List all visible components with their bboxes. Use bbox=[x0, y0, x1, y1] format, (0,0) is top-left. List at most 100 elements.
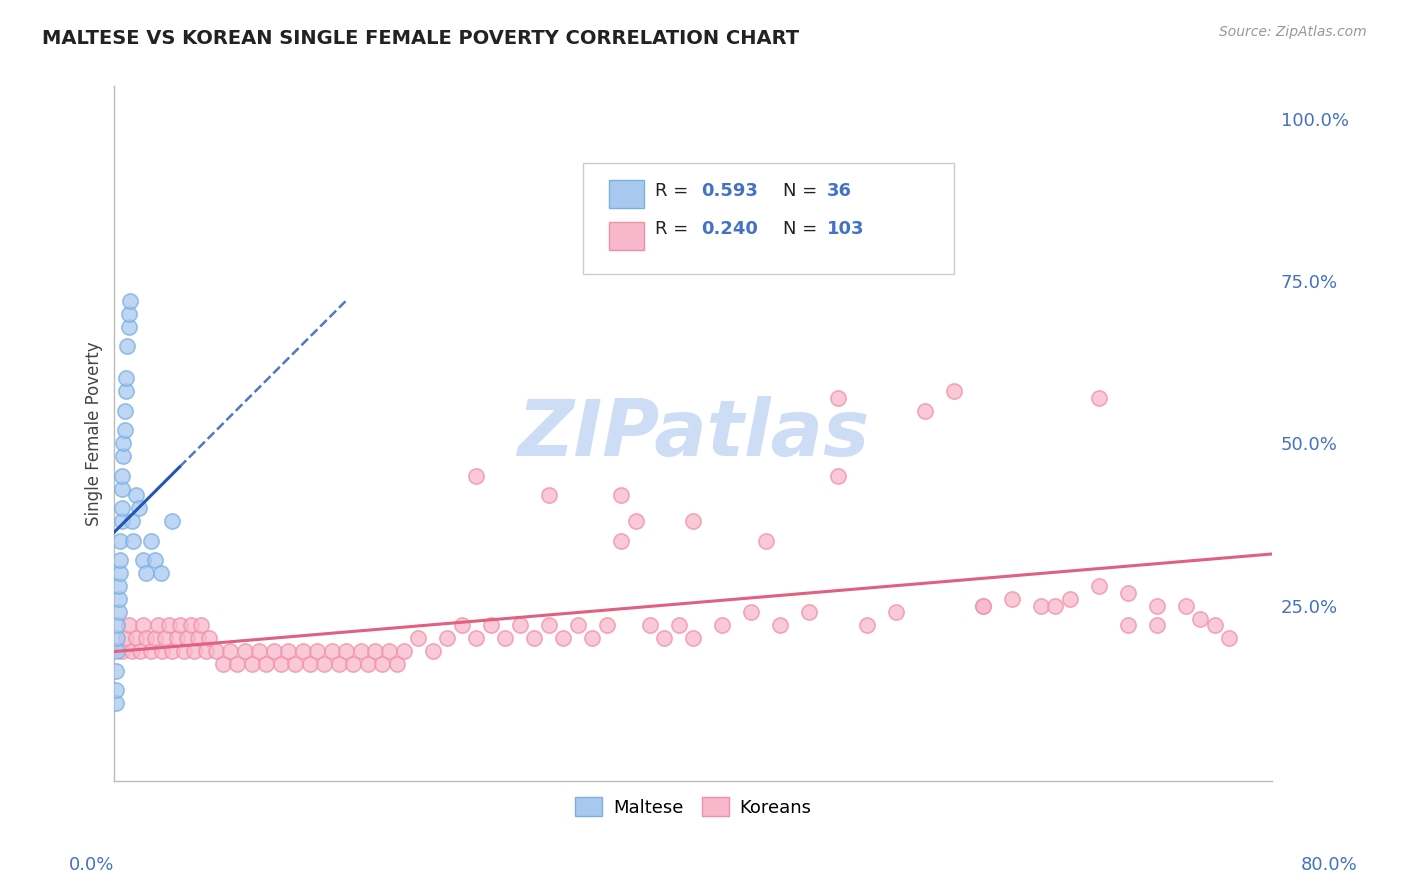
Point bbox=[1146, 599, 1168, 613]
Point bbox=[254, 657, 277, 672]
Point bbox=[121, 514, 143, 528]
Text: N =: N = bbox=[783, 219, 823, 238]
Point bbox=[509, 618, 531, 632]
Point bbox=[122, 533, 145, 548]
Point bbox=[114, 424, 136, 438]
Point bbox=[107, 605, 129, 619]
Point bbox=[335, 644, 357, 658]
Point bbox=[711, 618, 734, 632]
Point bbox=[972, 599, 994, 613]
Point bbox=[307, 644, 329, 658]
Point bbox=[114, 404, 136, 418]
Point bbox=[450, 618, 472, 632]
Point bbox=[827, 468, 849, 483]
Point bbox=[943, 384, 966, 399]
Point bbox=[553, 631, 575, 645]
Point bbox=[291, 644, 314, 658]
Point bbox=[298, 657, 321, 672]
Point bbox=[682, 631, 704, 645]
Point bbox=[105, 618, 128, 632]
Point bbox=[1116, 585, 1139, 599]
Point bbox=[104, 664, 127, 678]
Point bbox=[162, 644, 184, 658]
Point bbox=[856, 618, 879, 632]
Point bbox=[104, 683, 127, 698]
Point bbox=[240, 657, 263, 672]
Point bbox=[143, 631, 166, 645]
Point bbox=[668, 618, 690, 632]
Text: 0.240: 0.240 bbox=[702, 219, 758, 238]
Point bbox=[204, 644, 226, 658]
Point bbox=[314, 657, 336, 672]
Point bbox=[1087, 391, 1109, 405]
Point bbox=[105, 631, 128, 645]
Point bbox=[129, 644, 152, 658]
Point bbox=[233, 644, 256, 658]
Point bbox=[115, 384, 138, 399]
Point bbox=[284, 657, 307, 672]
Point bbox=[132, 618, 155, 632]
Point bbox=[1204, 618, 1226, 632]
Text: 0.0%: 0.0% bbox=[69, 855, 114, 873]
FancyBboxPatch shape bbox=[583, 162, 955, 274]
Point bbox=[321, 644, 343, 658]
Text: 36: 36 bbox=[827, 182, 852, 200]
Text: ZIPatlas: ZIPatlas bbox=[517, 396, 869, 472]
Point bbox=[135, 631, 157, 645]
Point bbox=[132, 553, 155, 567]
Point bbox=[914, 404, 936, 418]
Point bbox=[108, 566, 131, 581]
Point bbox=[143, 553, 166, 567]
Point bbox=[120, 293, 142, 308]
Point bbox=[654, 631, 676, 645]
Point bbox=[884, 605, 907, 619]
Point bbox=[212, 657, 235, 672]
Text: N =: N = bbox=[783, 182, 823, 200]
Point bbox=[111, 644, 134, 658]
Point bbox=[328, 657, 350, 672]
Point bbox=[827, 391, 849, 405]
Point bbox=[115, 371, 138, 385]
Point bbox=[371, 657, 394, 672]
Point bbox=[107, 579, 129, 593]
Text: 103: 103 bbox=[827, 219, 865, 238]
Point bbox=[187, 631, 209, 645]
Point bbox=[226, 657, 249, 672]
Point bbox=[422, 644, 444, 658]
Point bbox=[755, 533, 778, 548]
Point bbox=[682, 514, 704, 528]
Point bbox=[769, 618, 792, 632]
Point bbox=[125, 631, 148, 645]
Text: R =: R = bbox=[655, 182, 695, 200]
FancyBboxPatch shape bbox=[609, 222, 644, 250]
Point bbox=[190, 618, 212, 632]
Point bbox=[194, 644, 217, 658]
Point bbox=[247, 644, 270, 658]
Point bbox=[111, 501, 134, 516]
Point bbox=[378, 644, 401, 658]
Point bbox=[1116, 618, 1139, 632]
Point bbox=[349, 644, 371, 658]
Point bbox=[150, 644, 173, 658]
Point bbox=[610, 533, 633, 548]
Point bbox=[112, 450, 135, 464]
Point bbox=[270, 657, 292, 672]
Point bbox=[139, 644, 162, 658]
Text: MALTESE VS KOREAN SINGLE FEMALE POVERTY CORRELATION CHART: MALTESE VS KOREAN SINGLE FEMALE POVERTY … bbox=[42, 29, 799, 47]
Point bbox=[180, 618, 202, 632]
Point bbox=[118, 307, 141, 321]
Point bbox=[104, 696, 127, 710]
Point bbox=[125, 488, 148, 502]
Point bbox=[108, 553, 131, 567]
Point bbox=[479, 618, 502, 632]
Point bbox=[1146, 618, 1168, 632]
Point bbox=[624, 514, 647, 528]
Point bbox=[1059, 592, 1081, 607]
Text: 80.0%: 80.0% bbox=[1301, 855, 1357, 873]
Point bbox=[436, 631, 458, 645]
Point bbox=[408, 631, 430, 645]
Point bbox=[972, 599, 994, 613]
Point bbox=[169, 618, 191, 632]
Point bbox=[162, 514, 184, 528]
Point bbox=[157, 618, 180, 632]
